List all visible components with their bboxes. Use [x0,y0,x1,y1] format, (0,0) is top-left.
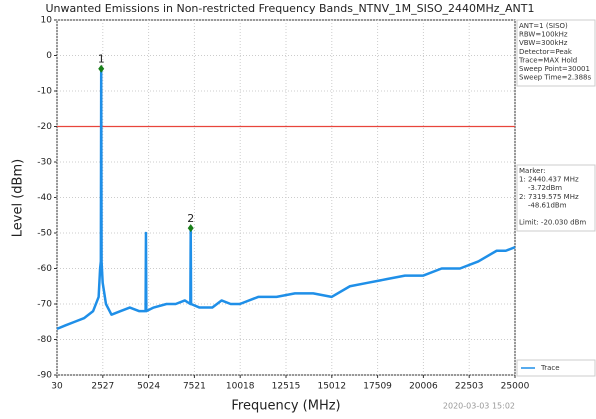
marker-box [516,164,596,232]
x-tick-label: 25000 [501,382,530,392]
x-tick-label: 12515 [272,382,301,392]
legend [516,359,596,377]
x-tick-label: 7521 [183,382,206,392]
y-axis-label: Level (dBm) [11,159,26,237]
timestamp: 2020-03-03 15:02 [443,402,515,411]
x-tick-label: 20006 [409,382,438,392]
y-tick-label: -90 [37,371,52,381]
legend-label: Trace [540,364,560,372]
info-text: Sweep Point=30001 [519,65,590,73]
x-axis-label: Frequency (MHz) [231,399,340,414]
info-text: ANT=1 (SISO) [519,22,568,30]
chart-title: Unwanted Emissions in Non-restricted Fre… [45,2,534,15]
x-tick-label: 17509 [363,382,392,392]
info-text: Trace=MAX Hold [518,56,577,64]
y-tick-label: -10 [37,87,52,97]
info-text: Detector=Peak [519,48,573,56]
marker-info-text: Marker: [519,167,545,175]
trace-line [56,67,516,331]
marker-info-text: -48.61dBm [519,201,567,209]
info-box [516,19,596,87]
marker [98,64,105,73]
y-tick-label: -60 [37,264,52,274]
marker-info-text: Limit: -20.030 dBm [519,219,586,227]
marker-info-text: 1: 2440.437 MHz [519,176,579,184]
marker-label: 2 [187,212,194,225]
marker-info-text: -3.72dBm [519,184,562,192]
y-tick-label: -20 [37,122,52,132]
y-tick-label: -40 [37,193,52,203]
y-tick-label: -30 [37,158,52,168]
info-text: VBW=300kHz [519,39,568,47]
x-tick-label: 30 [51,382,63,392]
info-text: Sweep Time=2.388s [519,74,591,82]
y-tick-label: -70 [37,300,52,310]
x-tick-label: 10018 [226,382,255,392]
x-tick-label: 2527 [91,382,114,392]
marker [187,224,194,233]
marker-info-text: 2: 7319.575 MHz [519,193,579,201]
info-text: RBW=100kHz [519,31,568,39]
marker-label: 1 [98,53,105,66]
y-tick-label: -50 [37,229,52,239]
x-tick-label: 5024 [137,382,160,392]
y-tick-label: -80 [37,335,52,345]
x-tick-label: 22503 [455,382,484,392]
y-tick-label: 0 [46,51,52,61]
y-tick-label: 10 [41,16,53,26]
x-tick-label: 15012 [317,382,346,392]
